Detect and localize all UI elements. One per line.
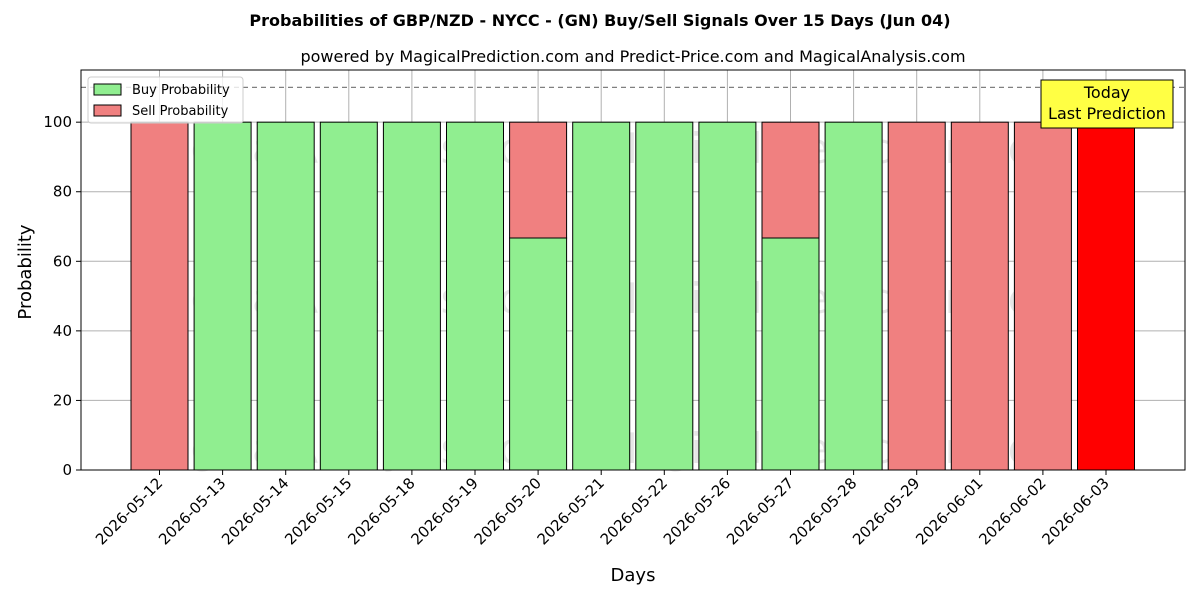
- sell-bar: [761, 121, 820, 239]
- x-tick-label: 2026-05-28: [786, 474, 860, 548]
- legend-label: Sell Probability: [132, 104, 229, 119]
- y-tick-label: 0: [62, 461, 72, 479]
- buy-bar: [572, 121, 631, 471]
- chart-subtitle: powered by MagicalPrediction.com and Pre…: [300, 47, 965, 66]
- y-tick-label: 60: [53, 252, 72, 270]
- today-label: Today: [1083, 83, 1130, 102]
- buy-bar: [698, 121, 757, 471]
- today-label: Last Prediction: [1048, 104, 1166, 123]
- buy-bar: [446, 121, 504, 471]
- x-tick-label: 2026-06-03: [1038, 474, 1112, 548]
- y-axis-label: Probability: [15, 224, 36, 319]
- x-tick-label: 2026-05-21: [534, 474, 608, 548]
- x-tick-label: 2026-06-01: [912, 474, 986, 548]
- x-tick-label: 2026-05-29: [849, 474, 923, 548]
- legend: Buy Probability Sell Probability: [87, 76, 244, 124]
- buy-bar: [635, 121, 694, 471]
- x-tick-label: 2026-05-15: [281, 474, 355, 548]
- sell-bar: [509, 121, 568, 239]
- sell-bar: [130, 121, 189, 471]
- y-tick-label: 100: [43, 113, 72, 131]
- legend-swatch: [93, 104, 122, 117]
- x-tick-label: 2026-05-26: [660, 474, 734, 548]
- x-tick-label: 2026-05-19: [407, 474, 481, 548]
- plot-frame: [80, 69, 1186, 471]
- buy-bar: [256, 121, 315, 471]
- sell-bar: [887, 121, 946, 471]
- buy-bar: [382, 121, 441, 471]
- sell-bar: [1013, 121, 1072, 471]
- x-tick-label: 2026-05-18: [344, 474, 418, 548]
- bar-layer: [130, 121, 1135, 471]
- x-tick-label: 2026-05-27: [723, 474, 797, 548]
- today-annotation: Today Last Prediction: [1040, 79, 1174, 129]
- x-tick-label: 2026-05-13: [155, 474, 229, 548]
- x-tick-label: 2026-05-14: [218, 474, 292, 548]
- legend-label: Buy Probability: [132, 83, 230, 98]
- x-tick-label: 2026-05-12: [92, 474, 166, 548]
- sell-bar-today: [1077, 121, 1135, 471]
- buy-bar: [319, 121, 378, 471]
- legend-box: [87, 76, 244, 124]
- buy-bar: [761, 237, 820, 471]
- y-tick-label: 40: [53, 322, 72, 340]
- chart-title: Probabilities of GBP/NZD - NYCC - (GN) B…: [249, 11, 950, 30]
- buy-bar: [509, 237, 568, 471]
- legend-swatch: [93, 83, 122, 96]
- today-box: [1040, 79, 1174, 129]
- sell-bar: [950, 121, 1009, 471]
- y-tick-label: 80: [53, 183, 72, 201]
- x-tick-label: 2026-05-20: [471, 474, 545, 548]
- x-tick-label: 2026-06-02: [975, 474, 1049, 548]
- x-axis-label: Days: [611, 565, 656, 586]
- y-tick-label: 20: [53, 391, 72, 409]
- x-tick-label: 2026-05-22: [597, 474, 671, 548]
- buy-bar: [824, 121, 883, 471]
- buy-bar: [193, 121, 252, 471]
